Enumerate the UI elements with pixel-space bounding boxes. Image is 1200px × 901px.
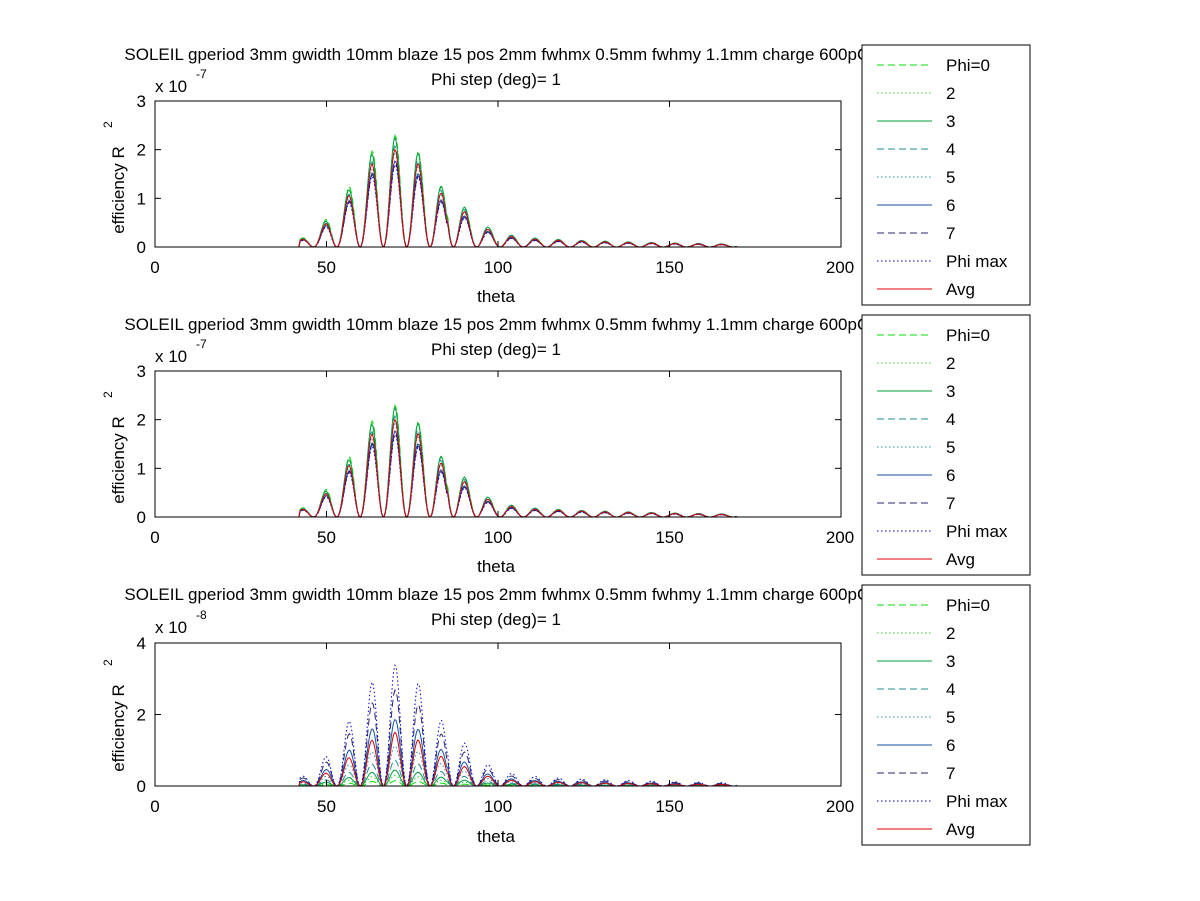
legend-label: 4 — [946, 140, 955, 159]
panel-3-xtick-0: 0 — [150, 797, 159, 816]
legend-label: Phi max — [946, 252, 1008, 271]
panel-1-title-line1: SOLEIL gperiod 3mm gwidth 10mm blaze 15 … — [124, 45, 965, 64]
panel-3-exponent-base: x 10 — [155, 618, 187, 637]
legend-label: Phi=0 — [946, 596, 990, 615]
legend-label: 7 — [946, 494, 955, 513]
panel-3-xtick-100: 100 — [484, 797, 512, 816]
panel-3-ytick-2: 2 — [137, 706, 146, 725]
panel-2-ticks — [154, 370, 842, 518]
panel-3: 0 50 100 150 200 0 2 4 x 10 -8 SOLEIL gp… — [101, 585, 966, 846]
panel-2-xtick-0: 0 — [150, 528, 159, 547]
legend-label: Phi max — [946, 792, 1008, 811]
legend-label: 3 — [946, 652, 955, 671]
legend-2: Phi=0 2 3 4 5 6 7 Phi max Avg — [861, 314, 1031, 576]
panel-1-xtick-150: 150 — [655, 258, 683, 277]
legend-label: 5 — [946, 438, 955, 457]
legend-label: 5 — [946, 708, 955, 727]
panel-1-xtick-0: 0 — [150, 258, 159, 277]
panel-1-ylabel-sup: 2 — [101, 121, 115, 128]
panel-1-ytick-0: 0 — [137, 238, 146, 257]
panel-2-title-line2: Phi step (deg)= 1 — [431, 340, 561, 359]
legend-label: 6 — [946, 736, 955, 755]
legend-label: 7 — [946, 224, 955, 243]
panel-3-ylabel: efficiency R — [109, 684, 128, 772]
legend-label: 2 — [946, 624, 955, 643]
panel-2-xtick-50: 50 — [317, 528, 336, 547]
legend-label: 2 — [946, 84, 955, 103]
panel-2-ytick-0: 0 — [137, 508, 146, 527]
legend-box — [861, 44, 1031, 306]
legend-label: Phi=0 — [946, 326, 990, 345]
panel-2-exponent-power: -7 — [196, 337, 207, 351]
panel-3-xtick-50: 50 — [317, 797, 336, 816]
legend-label: 7 — [946, 764, 955, 783]
panel-2-xtick-100: 100 — [484, 528, 512, 547]
panel-3-xtick-150: 150 — [655, 797, 683, 816]
legend-label: Avg — [946, 280, 975, 299]
panel-2-xtick-150: 150 — [655, 528, 683, 547]
panel-1-ytick-1: 1 — [137, 189, 146, 208]
panel-1-ytick-2: 2 — [137, 141, 146, 160]
legend-label: 4 — [946, 410, 955, 429]
panel-1-ytick-3: 3 — [137, 92, 146, 111]
panel-2-ytick-2: 2 — [137, 411, 146, 430]
panel-1-exponent-base: x 10 — [155, 77, 187, 96]
legend-1: Phi=0 2 3 4 5 6 7 Phi max Avg — [861, 44, 1031, 306]
legend-box — [861, 314, 1031, 576]
panel-3-xlabel: theta — [477, 827, 515, 846]
panel-3-ylabel-sup: 2 — [101, 659, 115, 666]
panel-3-ticks — [154, 642, 842, 787]
panel-2-ylabel-sup: 2 — [101, 391, 115, 398]
legend-3: Phi=0 2 3 4 5 6 7 Phi max Avg — [861, 584, 1031, 846]
panel-2-ytick-1: 1 — [137, 459, 146, 478]
panel-3-ytick-0: 0 — [137, 777, 146, 796]
panel-2-exponent-base: x 10 — [155, 347, 187, 366]
panel-2: 0 50 100 150 200 0 1 2 3 x 10 -7 SOLEIL … — [101, 315, 966, 576]
panel-3-title-line1: SOLEIL gperiod 3mm gwidth 10mm blaze 15 … — [124, 585, 965, 604]
legend-label: 6 — [946, 466, 955, 485]
legend-label: 6 — [946, 196, 955, 215]
panel-3-xtick-200: 200 — [826, 797, 854, 816]
panel-1: 0 50 100 150 200 0 1 2 3 x 10 -7 SOLEIL … — [101, 45, 966, 306]
panel-2-title-line1: SOLEIL gperiod 3mm gwidth 10mm blaze 15 … — [124, 315, 965, 334]
panel-3-ytick-4: 4 — [137, 634, 146, 653]
panel-1-title-line2: Phi step (deg)= 1 — [431, 70, 561, 89]
panel-1-xtick-50: 50 — [317, 258, 336, 277]
legend-label: Phi max — [946, 522, 1008, 541]
panel-1-xtick-200: 200 — [826, 258, 854, 277]
panel-1-ylabel: efficiency R — [109, 146, 128, 234]
panel-2-ytick-3: 3 — [137, 362, 146, 381]
legend-label: 5 — [946, 168, 955, 187]
legend-label: 3 — [946, 382, 955, 401]
panel-1-xtick-100: 100 — [484, 258, 512, 277]
legend-label: Avg — [946, 550, 975, 569]
panel-2-xtick-200: 200 — [826, 528, 854, 547]
panel-1-exponent-power: -7 — [196, 67, 207, 81]
panel-3-exponent-power: -8 — [196, 608, 207, 622]
panel-1-xlabel: theta — [477, 287, 515, 306]
panel-3-title-line2: Phi step (deg)= 1 — [431, 610, 561, 629]
legend-label: 2 — [946, 354, 955, 373]
legend-label: 3 — [946, 112, 955, 131]
panel-2-xlabel: theta — [477, 557, 515, 576]
legend-box — [861, 584, 1031, 846]
legend-label: Phi=0 — [946, 56, 990, 75]
legend-label: 4 — [946, 680, 955, 699]
legend-label: Avg — [946, 820, 975, 839]
panel-2-ylabel: efficiency R — [109, 416, 128, 504]
panel-1-ticks — [154, 100, 842, 248]
